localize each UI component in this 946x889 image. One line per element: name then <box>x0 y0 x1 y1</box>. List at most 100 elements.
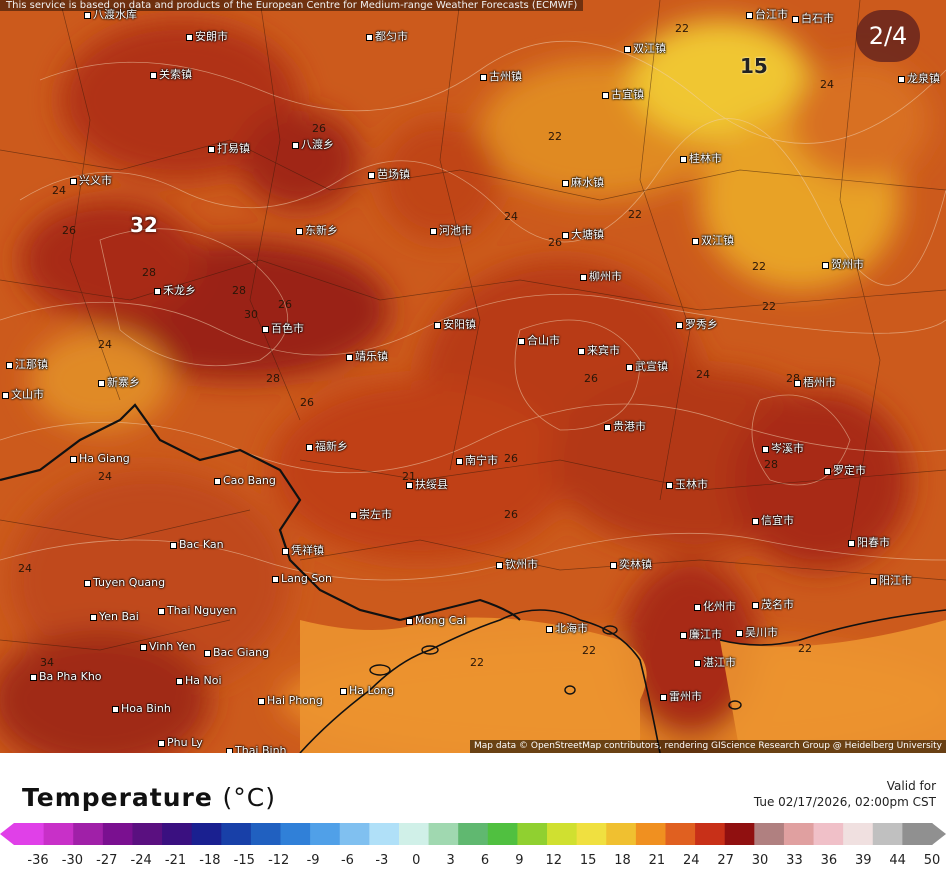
city-label[interactable]: Yen Bai <box>90 610 139 623</box>
city-label[interactable]: Vinh Yen <box>140 640 196 653</box>
page-indicator[interactable]: 2/4 <box>856 10 920 62</box>
city-label[interactable]: Hoa Binh <box>112 702 171 715</box>
city-label[interactable]: 武宣镇 <box>626 358 668 374</box>
city-label[interactable]: 禾龙乡 <box>154 282 196 298</box>
city-label[interactable]: 龙泉镇 <box>898 70 940 86</box>
city-label[interactable]: 安阳镇 <box>434 316 476 332</box>
colorbar-segment <box>280 823 311 845</box>
weather-map[interactable]: This service is based on data and produc… <box>0 0 946 753</box>
colorbar-segment <box>398 823 430 845</box>
city-label[interactable]: Bac Kan <box>170 538 224 551</box>
colorbar-tick-label: -3 <box>375 853 389 868</box>
city-label[interactable]: 古州镇 <box>480 68 522 84</box>
city-label[interactable]: 合山市 <box>518 332 560 348</box>
city-label[interactable]: 贺州市 <box>822 256 864 272</box>
colorbar-tick-label: 12 <box>545 853 563 868</box>
city-label[interactable]: Lang Son <box>272 572 332 585</box>
city-label[interactable]: 北海市 <box>546 620 588 636</box>
colorbar-tick-label: 6 <box>480 853 490 868</box>
city-label[interactable]: 南宁市 <box>456 452 498 468</box>
city-label[interactable]: Ha Long <box>340 684 394 697</box>
city-label[interactable]: 茂名市 <box>752 596 794 612</box>
city-label[interactable]: 双江镇 <box>692 232 734 248</box>
colorbar-tick-label: -24 <box>130 853 152 868</box>
colorbar-segment <box>487 823 518 845</box>
city-label[interactable]: 凭祥镇 <box>282 542 324 558</box>
contour-label: 30 <box>244 308 258 321</box>
city-label[interactable]: 麻水镇 <box>562 174 604 190</box>
city-label[interactable]: 关索镇 <box>150 66 192 82</box>
city-label[interactable]: 玉林市 <box>666 476 708 492</box>
city-label[interactable]: 钦州市 <box>496 556 538 572</box>
city-label[interactable]: Cao Bang <box>214 474 276 487</box>
colorbar-tick-label: 30 <box>751 853 769 868</box>
city-label[interactable]: 来宾市 <box>578 342 620 358</box>
contour-label: 22 <box>752 260 766 273</box>
city-label[interactable]: 吴川市 <box>736 624 778 640</box>
city-label[interactable]: 双江镇 <box>624 40 666 56</box>
city-label[interactable]: 岑溪市 <box>762 440 804 456</box>
city-label[interactable]: 大塘镇 <box>562 226 604 242</box>
city-label[interactable]: 芭场镇 <box>368 166 410 182</box>
city-label[interactable]: 信宜市 <box>752 512 794 528</box>
colorbar-segment <box>250 823 282 845</box>
city-label[interactable]: 扶绥县 <box>406 476 448 492</box>
city-label[interactable]: 东新乡 <box>296 222 338 238</box>
city-label[interactable]: 河池市 <box>430 222 472 238</box>
colorbar-tick-label: -12 <box>268 853 290 868</box>
city-label[interactable]: 靖乐镇 <box>346 348 388 364</box>
city-label[interactable]: 罗定市 <box>824 462 866 478</box>
contour-label: 26 <box>300 396 314 409</box>
city-label[interactable]: 阳春市 <box>848 534 890 550</box>
city-label[interactable]: 古宜镇 <box>602 86 644 102</box>
city-label[interactable]: 文山市 <box>2 386 44 402</box>
city-label[interactable]: 百色市 <box>262 320 304 336</box>
colorbar-segment <box>369 823 400 845</box>
city-label[interactable]: Hai Phong <box>258 694 323 707</box>
contour-label: 24 <box>504 210 518 223</box>
city-label[interactable]: 兴义市 <box>70 172 112 188</box>
color-scale-ticks: -36 -30 -27 -24 -21 -18 -15 -12 -9 -6 -3 0 3 6 9 12 15 18… <box>0 853 946 869</box>
city-label[interactable]: 新寨乡 <box>98 374 140 390</box>
city-label[interactable]: Ha Giang <box>70 452 130 465</box>
city-label[interactable]: 雷州市 <box>660 688 702 704</box>
city-label[interactable]: 安朗市 <box>186 28 228 44</box>
colorbar-tick-label: -30 <box>61 853 83 868</box>
city-label[interactable]: 廉江市 <box>680 626 722 642</box>
city-label[interactable]: Mong Cai <box>406 614 466 627</box>
city-label[interactable]: 贵港市 <box>604 418 646 434</box>
city-label[interactable]: 八渡水库 <box>84 6 137 22</box>
city-label[interactable]: 梧州市 <box>794 374 836 390</box>
city-label[interactable]: Thai Binh <box>226 744 287 753</box>
color-scale-bar <box>0 823 946 845</box>
city-label[interactable]: 崇左市 <box>350 506 392 522</box>
colorbar-tick-label: 39 <box>854 853 872 868</box>
city-label[interactable]: 台江市 <box>746 6 788 22</box>
city-label[interactable]: Thai Nguyen <box>158 604 236 617</box>
city-label[interactable]: 都匀市 <box>366 28 408 44</box>
city-label[interactable]: Phu Ly <box>158 736 203 749</box>
colorbar-tick-label: 50 <box>923 853 941 868</box>
city-label[interactable]: 阳江市 <box>870 572 912 588</box>
city-label[interactable]: 福新乡 <box>306 438 348 454</box>
city-label[interactable]: Ba Pha Kho <box>30 670 102 683</box>
city-label[interactable]: 罗秀乡 <box>676 316 718 332</box>
city-label[interactable]: 化州市 <box>694 598 736 614</box>
contour-label: 26 <box>584 372 598 385</box>
city-label[interactable]: 桂林市 <box>680 150 722 166</box>
city-label[interactable]: Bac Giang <box>204 646 269 659</box>
city-label[interactable]: Ha Noi <box>176 674 222 687</box>
city-label[interactable]: 八渡乡 <box>292 136 334 152</box>
city-label[interactable]: Tuyen Quang <box>84 576 165 589</box>
city-label[interactable]: 奕林镇 <box>610 556 652 572</box>
colorbar-segment <box>517 823 548 845</box>
city-label[interactable]: 白石市 <box>792 10 834 26</box>
temperature-field <box>0 0 946 753</box>
city-label[interactable]: 江那镇 <box>6 356 48 372</box>
colorbar-segment <box>576 823 607 845</box>
city-label[interactable]: 柳州市 <box>580 268 622 284</box>
contour-label: 26 <box>278 298 292 311</box>
colorbar-tick-label: 21 <box>648 853 666 868</box>
city-label[interactable]: 打易镇 <box>208 140 250 156</box>
city-label[interactable]: 湛江市 <box>694 654 736 670</box>
